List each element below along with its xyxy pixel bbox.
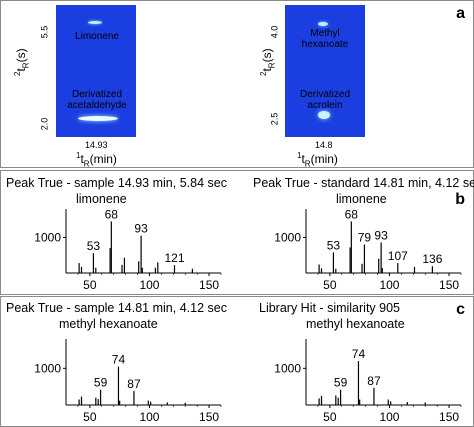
limonene-spot bbox=[88, 21, 102, 24]
xtick-left: 14.93 bbox=[85, 140, 108, 150]
x-tick-label: 100 bbox=[379, 410, 399, 424]
peak-label: 68 bbox=[345, 207, 359, 221]
b-left-title: Peak True - sample 14.93 min, 5.84 sec bbox=[6, 176, 227, 190]
label-derivatized-right: Derivatized bbox=[299, 89, 351, 100]
peak-label: 87 bbox=[367, 374, 381, 388]
peak-label: 93 bbox=[374, 228, 388, 242]
x-tick-label: 150 bbox=[439, 410, 459, 424]
x-tick-label: 150 bbox=[199, 410, 219, 424]
peak-label: 74 bbox=[352, 347, 366, 361]
x-tick-label: 150 bbox=[439, 278, 459, 292]
peak-label: 121 bbox=[164, 251, 184, 265]
y-tick-label: 1000 bbox=[274, 230, 301, 244]
acetaldehyde-spot bbox=[78, 116, 118, 121]
b-left-subtitle: limonene bbox=[76, 192, 127, 206]
y-tick-label: 1000 bbox=[274, 361, 301, 375]
label-methyl: Methyl bbox=[310, 28, 340, 39]
x-tick-label: 50 bbox=[323, 278, 337, 292]
x-tick-label: 100 bbox=[139, 410, 159, 424]
c-right-subtitle: methyl hexanoate bbox=[306, 317, 405, 331]
c-right-title: Library Hit - similarity 905 bbox=[259, 301, 401, 315]
peak-label: 68 bbox=[105, 207, 119, 221]
ytick-left-bottom: 2.0 bbox=[39, 117, 50, 131]
panel-letter-b: b bbox=[455, 191, 465, 208]
y-tick-label: 1000 bbox=[34, 361, 61, 375]
gcxgc-image-right bbox=[285, 5, 365, 137]
label-limonene: Limonene bbox=[75, 31, 119, 42]
panel-c: c Peak True - sample 14.81 min, 4.12 sec… bbox=[0, 296, 474, 427]
ytick-left-top: 5.5 bbox=[39, 25, 50, 39]
x-tick-label: 50 bbox=[83, 278, 97, 292]
x-tick-label: 150 bbox=[199, 278, 219, 292]
label-acetaldehyde: acetaldehyde bbox=[67, 100, 127, 111]
x-tick-label: 100 bbox=[379, 278, 399, 292]
label-derivatized-left: Derivatized bbox=[71, 89, 123, 100]
b-right-subtitle: limonene bbox=[336, 192, 387, 206]
panel-a: a Limonene Derivatized acetaldehyde 5.5 … bbox=[0, 0, 474, 168]
x-tick-label: 100 bbox=[139, 278, 159, 292]
x-tick-label: 50 bbox=[83, 410, 97, 424]
b-right-title: Peak True - standard 14.81 min, 4.12 sec bbox=[253, 176, 474, 190]
gcxgc-image-left bbox=[56, 5, 136, 137]
label-hexanoate: hexanoate bbox=[301, 39, 349, 50]
y-tick-label: 1000 bbox=[34, 230, 61, 244]
y-axis-label-right: 2tR(s) bbox=[259, 48, 277, 76]
peak-label: 107 bbox=[388, 249, 408, 263]
acrolein-spot bbox=[318, 111, 330, 119]
x-axis-label-left: 1tR(min) bbox=[76, 151, 117, 169]
c-left-subtitle: methyl hexanoate bbox=[59, 317, 158, 331]
peak-label: 74 bbox=[112, 353, 126, 367]
panel-letter-c: c bbox=[456, 301, 465, 318]
c-left-title: Peak True - sample 14.81 min, 4.12 sec bbox=[6, 301, 227, 315]
peak-label: 53 bbox=[327, 238, 341, 252]
y-axis-label-left: 2tR(s) bbox=[13, 48, 31, 76]
peak-label: 87 bbox=[127, 377, 141, 391]
x-tick-label: 50 bbox=[323, 410, 337, 424]
peak-label: 53 bbox=[87, 239, 101, 253]
label-acrolein: acrolein bbox=[307, 100, 343, 111]
ytick-right-bottom: 2.5 bbox=[269, 112, 280, 126]
x-axis-label-right: 1tR(min) bbox=[297, 151, 338, 169]
xtick-right: 14.8 bbox=[315, 140, 333, 150]
ytick-right-top: 4.0 bbox=[269, 25, 280, 39]
panel-b: b Peak True - sample 14.93 min, 5.84 sec… bbox=[0, 170, 474, 295]
panel-letter-a: a bbox=[456, 5, 465, 22]
peak-label: 93 bbox=[134, 222, 148, 236]
peak-label: 59 bbox=[94, 376, 108, 390]
peak-label: 79 bbox=[358, 231, 372, 245]
peak-label: 136 bbox=[422, 252, 442, 266]
methyl-hexanoate-spot bbox=[318, 22, 328, 26]
peak-label: 59 bbox=[334, 376, 348, 390]
mass-spectrum-b-left: 1000 50 100 150 53 68 93 121 bbox=[34, 207, 222, 292]
